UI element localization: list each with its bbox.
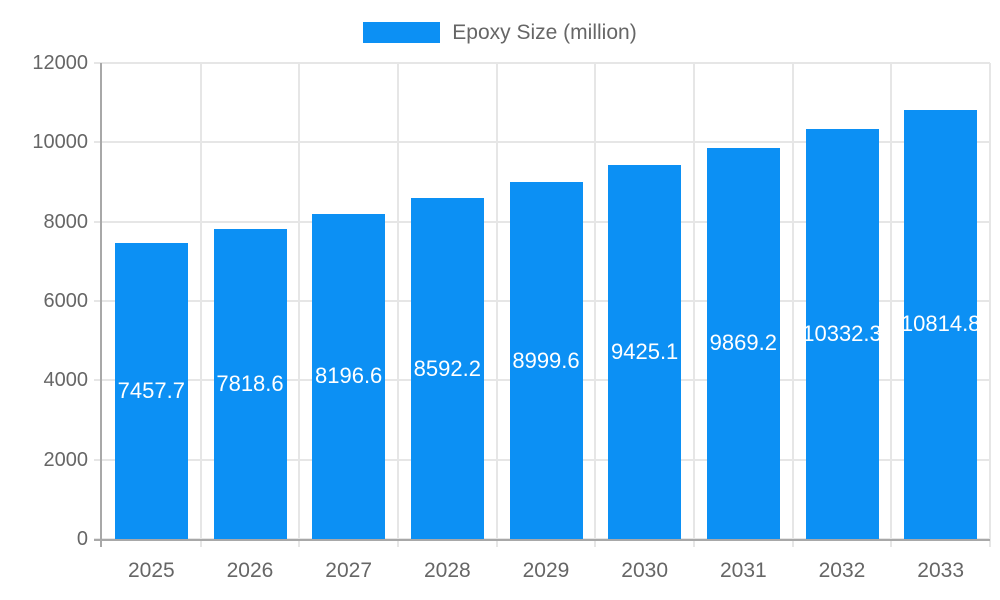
horizontal-gridline [94,62,990,64]
x-axis-tick-label: 2030 [621,559,669,582]
bar-value-label: 9869.2 [709,330,777,356]
bar-value-label: 9425.1 [611,339,679,365]
x-axis-tick-label: 2025 [127,559,175,582]
vertical-gridline [791,63,794,547]
vertical-gridline [298,63,301,547]
x-axis-line [94,539,990,541]
vertical-gridline [693,63,695,547]
vertical-gridline [890,63,893,547]
x-axis-tick-label: 2027 [325,559,373,582]
bar-value-label: 7818.6 [216,370,284,396]
y-axis-line [100,63,102,547]
bar-value-label: 10814.8 [904,311,978,337]
bar[interactable]: 8196.6 [312,213,386,539]
y-axis-tick-label: 12000 [32,52,88,74]
bar-value-label: 10332.3 [805,321,879,347]
y-axis-tick-label: 6000 [43,290,89,312]
bar[interactable]: 9425.1 [608,165,682,539]
y-axis-tick-label: 4000 [43,369,89,392]
legend[interactable]: Epoxy Size (million) [0,16,1000,48]
x-axis-tick-label: 2033 [917,559,965,582]
y-axis-tick-label: 8000 [43,210,89,233]
legend-swatch [363,21,441,43]
bar[interactable]: 7457.7 [114,243,188,539]
y-axis-tick-label: 2000 [43,448,89,471]
x-axis-tick-label: 2029 [522,559,570,582]
y-axis-tick-label: 10000 [32,131,88,154]
vertical-gridline [495,63,498,547]
vertical-gridline [594,63,597,547]
horizontal-gridline [94,141,990,144]
vertical-gridline [989,63,991,547]
bar[interactable]: 8999.6 [509,182,583,539]
x-axis-tick-label: 2028 [423,559,471,582]
x-axis-tick-label: 2026 [226,559,274,582]
x-axis-tick-label: 2032 [818,559,866,582]
bar-value-label: 7457.7 [117,378,185,404]
bar-value-label: 8999.6 [512,347,580,373]
bar[interactable]: 7818.6 [213,228,287,539]
x-axis-tick-label: 2031 [719,559,767,582]
bar[interactable]: 9869.2 [706,147,780,539]
legend-label: Epoxy Size (million) [452,20,637,44]
bar[interactable]: 10814.8 [904,110,978,539]
bar[interactable]: 10332.3 [805,129,879,539]
vertical-gridline [199,63,202,547]
y-axis-tick-label: 0 [76,528,88,550]
bar-value-label: 8196.6 [315,363,383,389]
vertical-gridline [397,63,399,547]
bar-value-label: 8592.2 [413,355,481,381]
bar[interactable]: 8592.2 [410,198,484,539]
